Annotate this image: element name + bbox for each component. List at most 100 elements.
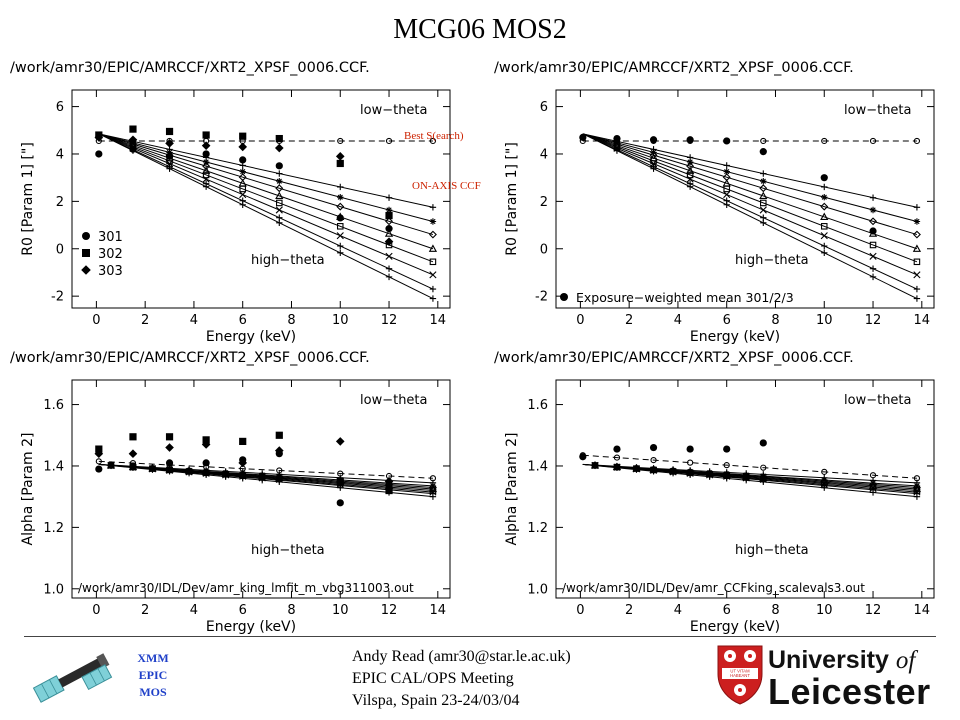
model-marker [820,223,828,230]
on-axis-marker [650,456,657,464]
on-axis-marker [869,472,877,479]
model-marker [723,168,730,175]
x-tick-label: 0 [92,313,100,328]
data-point [165,138,174,148]
model-marker [239,201,246,208]
data-point [95,150,103,158]
x-tick-label: 12 [381,603,398,618]
motto-line-2: HABEANT [730,673,750,678]
xmm-epic-mos-text: XMM EPIC MOS [128,650,178,701]
model-marker [650,165,657,172]
data-point [384,237,394,246]
model-marker [869,265,877,272]
model-marker [869,206,877,214]
model-marker [821,183,828,191]
data-point [723,445,731,453]
page-title: MCG06 MOS2 [393,14,567,45]
model-line [582,133,918,276]
data-point [275,431,283,439]
on-axis-marker [723,462,730,469]
legend-marker [560,293,568,301]
panel-alpha-observations: /work/amr30/EPIC/AMRCCF/XRT2_XPSF_0006.C… [10,350,458,640]
ccf-path-label: /work/amr30/EPIC/AMRCCF/XRT2_XPSF_0006.C… [494,350,854,366]
model-line [98,133,434,236]
data-point [94,449,104,459]
model-line [582,133,918,299]
model-marker [385,265,393,272]
model-marker [107,462,115,469]
model-marker [429,295,437,302]
model-marker [259,477,266,484]
x-tick-label: 12 [865,313,882,328]
model-marker [686,171,694,179]
model-line [98,133,434,299]
on-axis-marker [687,459,694,466]
model-marker [760,219,767,226]
high-theta-label: high−theta [251,253,325,268]
legend-marker [82,232,90,240]
data-point [336,159,344,168]
on-axis-dashed-line [98,460,433,479]
data-point [723,137,731,145]
model-marker [685,166,695,174]
x-tick-label: 10 [816,313,833,328]
model-marker [239,185,246,193]
on-axis-reference [95,458,437,482]
model-marker [336,202,345,211]
model-marker [686,183,694,190]
panel-r0-observations: /work/amr30/EPIC/AMRCCF/XRT2_XPSF_0006.C… [10,60,458,350]
y-tick-label: 1.2 [527,521,548,536]
x-tick-label: 6 [239,313,247,328]
data-point [274,446,284,455]
model-marker [723,201,730,208]
on-axis-reference [95,137,437,145]
x-tick-label: 12 [865,603,882,618]
x-tick-label: 8 [771,603,779,618]
model-marker [613,147,621,154]
legend-marker [82,249,90,257]
data-point [238,142,248,152]
model-lines [98,461,438,500]
model-marker [166,165,173,172]
venue-line: Vilspa, Spain 23-24/03/04 [352,692,520,709]
data-point [275,162,283,170]
on-axis-reference [579,137,921,145]
series-301 [95,145,393,233]
data-point [165,459,174,467]
x-tick-label: 14 [914,313,931,328]
on-axis-marker [337,137,344,145]
series-mean [579,439,767,461]
model-marker [337,193,344,201]
y-tick-label: 2 [540,195,548,210]
y-tick-label: 1.6 [43,398,64,413]
leicester-word: Leicester [768,671,931,712]
y-tick-label: -2 [51,290,64,305]
mos-label: MOS [139,685,167,699]
x-tick-label: 14 [430,313,447,328]
model-marker [429,218,437,225]
on-axis-marker [613,454,621,461]
data-point [275,134,283,143]
footer-divider [24,636,936,637]
model-marker [869,217,878,226]
x-tick-label: 14 [914,603,931,618]
ccf-path-label: /work/amr30/EPIC/AMRCCF/XRT2_XPSF_0006.C… [10,350,370,366]
model-marker [706,473,713,480]
model-marker [239,190,247,199]
model-marker [337,242,344,250]
on-axis-marker [913,137,921,145]
x-tick-label: 8 [287,313,295,328]
model-marker [385,194,393,201]
high-theta-label: high−theta [735,543,809,558]
high-theta-label: high−theta [251,543,325,558]
model-marker [723,475,730,482]
motto-line-1: UT VITAM [730,669,750,674]
low-theta-label: low−theta [360,393,428,408]
model-marker [429,493,437,500]
model-lines [582,461,922,500]
model-marker [760,478,767,486]
model-marker [202,158,210,166]
